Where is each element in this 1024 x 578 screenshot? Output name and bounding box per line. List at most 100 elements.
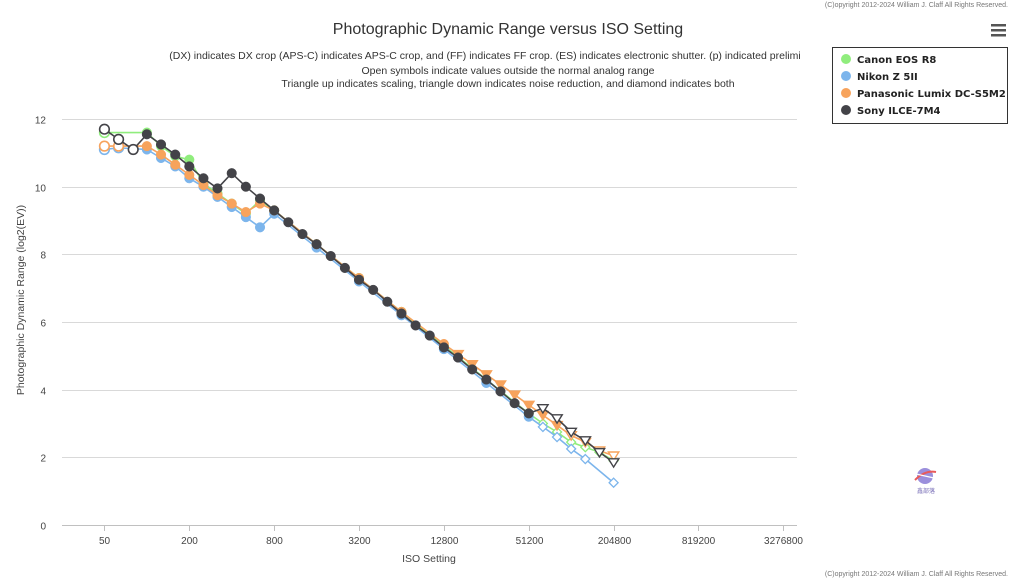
data-point xyxy=(550,414,564,425)
y-tick-label: 8 xyxy=(40,251,46,262)
y-tick-label: 10 xyxy=(35,184,47,195)
data-point xyxy=(593,447,606,459)
data-point xyxy=(325,251,336,262)
chart-subtitle-line-3: Triangle up indicates scaling, triangle … xyxy=(281,78,734,90)
data-point xyxy=(98,123,111,135)
x-tick-label: 50 xyxy=(99,536,111,547)
data-point xyxy=(170,159,181,170)
data-point xyxy=(184,169,195,180)
copyright-bottom: (C)opyright 2012-2024 William J. Claff A… xyxy=(825,571,1008,578)
x-tick-label: 200 xyxy=(181,536,198,547)
legend-label: Canon EOS R8 xyxy=(857,55,936,66)
data-point xyxy=(537,421,549,433)
series-line xyxy=(104,145,614,457)
data-point xyxy=(112,133,125,145)
data-point xyxy=(368,284,379,295)
legend-item[interactable]: Sony ILCE-7M4 xyxy=(841,105,941,117)
data-point xyxy=(382,296,393,307)
data-point xyxy=(396,308,407,319)
data-point xyxy=(607,458,621,469)
x-tick-label: 204800 xyxy=(598,536,632,547)
legend-label: Nikon Z 5II xyxy=(857,72,918,83)
data-point xyxy=(240,207,251,218)
data-point xyxy=(184,161,195,172)
data-point xyxy=(509,398,520,409)
data-point xyxy=(495,386,506,397)
y-tick-label: 2 xyxy=(40,454,46,465)
watermark-text: 鑫部落 xyxy=(917,487,935,495)
y-axis-title: Photographic Dynamic Range (log2(EV)) xyxy=(15,205,27,395)
data-point xyxy=(198,173,209,184)
x-tick-label: 819200 xyxy=(682,536,716,547)
data-point xyxy=(607,451,621,462)
logo-watermark-icon xyxy=(914,468,937,484)
chart-title: Photographic Dynamic Range versus ISO Se… xyxy=(333,21,683,38)
legend-item[interactable]: Canon EOS R8 xyxy=(841,54,936,66)
data-point xyxy=(297,229,308,240)
hamburger-menu-icon[interactable] xyxy=(988,20,1008,38)
legend: Canon EOS R8 Nikon Z 5II Panasonic Lumix D… xyxy=(832,47,1008,124)
data-point xyxy=(353,274,365,285)
x-axis-ticks: 50 200 800 3200 12800 51200 204800 819200 327680… xyxy=(99,525,803,547)
y-tick-label: 0 xyxy=(40,522,46,533)
data-point xyxy=(481,374,492,385)
data-point xyxy=(493,380,507,391)
data-point xyxy=(141,129,152,140)
legend-symbol xyxy=(841,88,851,98)
data-point xyxy=(551,431,563,443)
series-layer xyxy=(98,123,621,489)
legend-symbol xyxy=(841,54,851,64)
data-point xyxy=(608,477,620,489)
data-point xyxy=(508,390,522,401)
legend-label: Panasonic Lumix DC-S5M2 xyxy=(857,89,1006,100)
y-tick-label: 6 xyxy=(40,319,46,330)
data-point xyxy=(98,140,111,152)
data-point xyxy=(438,342,449,353)
data-point xyxy=(579,453,591,465)
data-point xyxy=(467,364,478,375)
data-point xyxy=(226,168,237,179)
x-tick-label: 51200 xyxy=(516,536,544,547)
data-point xyxy=(254,222,266,233)
data-point xyxy=(212,183,223,194)
series-1 xyxy=(98,142,620,489)
series-line xyxy=(104,146,615,484)
data-point xyxy=(536,403,550,415)
data-point xyxy=(522,400,536,411)
copyright-top: (C)opyright 2012-2024 William J. Claff A… xyxy=(825,2,1008,9)
x-tick-label: 3200 xyxy=(348,536,371,547)
series-line xyxy=(103,128,615,464)
data-point xyxy=(452,352,464,363)
series-2 xyxy=(98,140,621,462)
x-axis-title: ISO Setting xyxy=(402,553,456,565)
data-point xyxy=(155,139,167,150)
data-point xyxy=(424,330,435,341)
data-point xyxy=(240,181,251,192)
data-point xyxy=(269,205,280,216)
legend-symbol xyxy=(841,105,851,115)
data-point xyxy=(226,198,237,209)
data-point xyxy=(283,217,294,228)
legend-item[interactable]: Panasonic Lumix DC-S5M2 xyxy=(841,88,1006,100)
data-point xyxy=(523,408,534,419)
data-point xyxy=(578,436,592,447)
data-point xyxy=(155,149,167,160)
data-point xyxy=(339,262,350,273)
legend-label: Sony ILCE-7M4 xyxy=(857,106,941,117)
data-point xyxy=(311,239,322,250)
legend-item[interactable]: Nikon Z 5II xyxy=(841,71,918,83)
y-axis-ticks: 0 2 4 6 8 10 12 xyxy=(35,116,47,533)
y-tick-label: 4 xyxy=(40,387,46,398)
series-3 xyxy=(98,123,621,469)
x-tick-label: 800 xyxy=(266,536,283,547)
data-point xyxy=(170,149,181,160)
grid-lines xyxy=(62,119,797,458)
chart-subtitle-line-2: Open symbols indicate values outside the… xyxy=(361,65,654,77)
data-point xyxy=(410,320,421,331)
data-point xyxy=(564,427,578,438)
x-tick-label: 3276800 xyxy=(764,536,803,547)
chart-subtitle-line-1: (DX) indicates DX crop (APS-C) indicates… xyxy=(169,50,800,62)
legend-box xyxy=(832,47,1008,124)
data-point xyxy=(141,141,152,152)
